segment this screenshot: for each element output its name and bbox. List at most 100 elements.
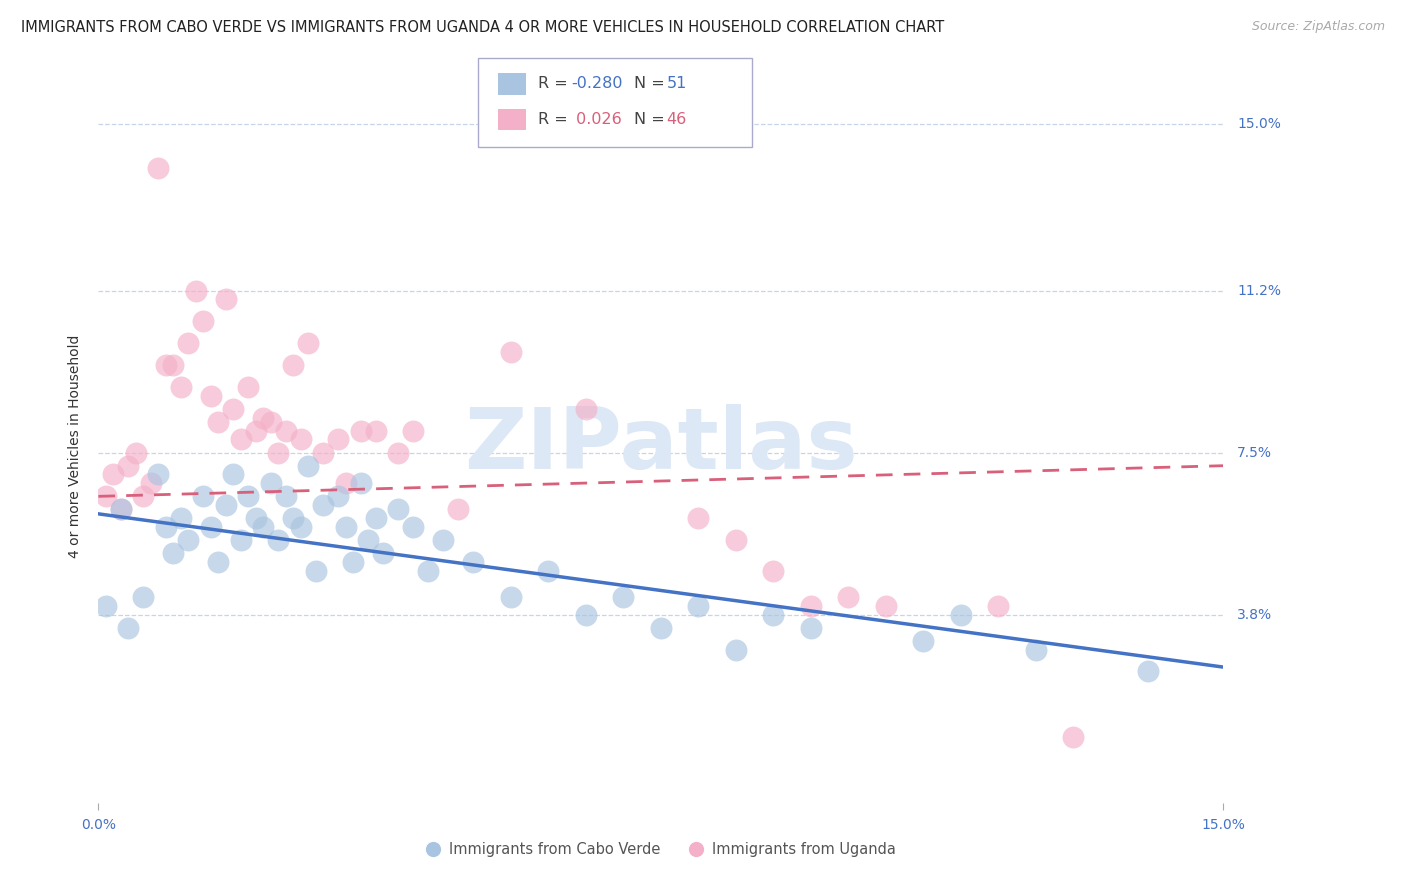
Point — [875, 599, 897, 613]
Point — [260, 476, 283, 491]
Point — [252, 520, 274, 534]
Point — [1137, 665, 1160, 679]
Point — [650, 621, 672, 635]
Text: 11.2%: 11.2% — [1237, 284, 1281, 298]
Point — [837, 590, 859, 604]
Point — [252, 410, 274, 425]
Point — [177, 336, 200, 351]
Point — [110, 502, 132, 516]
Point — [328, 433, 350, 447]
Point — [387, 445, 409, 459]
Point — [132, 489, 155, 503]
Text: N =: N = — [634, 77, 665, 91]
Text: Source: ZipAtlas.com: Source: ZipAtlas.com — [1251, 20, 1385, 33]
Point — [350, 424, 373, 438]
Point — [297, 458, 319, 473]
Point — [312, 498, 335, 512]
Point — [762, 607, 785, 622]
Point — [267, 445, 290, 459]
Point — [575, 607, 598, 622]
Text: 46: 46 — [666, 112, 686, 127]
Point — [184, 284, 207, 298]
Point — [762, 564, 785, 578]
Point — [125, 445, 148, 459]
Point — [222, 401, 245, 416]
Point — [162, 358, 184, 372]
Point — [1025, 642, 1047, 657]
Point — [155, 358, 177, 372]
Point — [387, 502, 409, 516]
Point — [342, 555, 364, 569]
Text: R =: R = — [538, 112, 568, 127]
Point — [117, 458, 139, 473]
Point — [357, 533, 380, 548]
Point — [328, 489, 350, 503]
Point — [229, 433, 252, 447]
Point — [373, 546, 395, 560]
Point — [800, 621, 823, 635]
Text: -0.280: -0.280 — [571, 77, 623, 91]
Point — [215, 293, 238, 307]
Point — [193, 489, 215, 503]
Text: IMMIGRANTS FROM CABO VERDE VS IMMIGRANTS FROM UGANDA 4 OR MORE VEHICLES IN HOUSE: IMMIGRANTS FROM CABO VERDE VS IMMIGRANTS… — [21, 20, 945, 35]
Point — [688, 511, 710, 525]
Point — [245, 511, 267, 525]
Point — [148, 161, 170, 175]
Point — [499, 344, 522, 359]
Point — [350, 476, 373, 491]
Point — [170, 511, 193, 525]
Point — [418, 564, 440, 578]
Point — [170, 380, 193, 394]
Point — [463, 555, 485, 569]
Point — [312, 445, 335, 459]
Text: 7.5%: 7.5% — [1237, 446, 1272, 459]
Point — [987, 599, 1010, 613]
Point — [364, 424, 387, 438]
Point — [148, 467, 170, 482]
Point — [215, 498, 238, 512]
Point — [207, 555, 229, 569]
Point — [283, 358, 305, 372]
Point — [724, 533, 747, 548]
Point — [335, 476, 357, 491]
Point — [94, 489, 117, 503]
Point — [364, 511, 387, 525]
Point — [260, 415, 283, 429]
Point — [537, 564, 560, 578]
Point — [238, 380, 260, 394]
Text: 0.026: 0.026 — [571, 112, 621, 127]
Point — [297, 336, 319, 351]
Text: N =: N = — [634, 112, 665, 127]
Point — [912, 633, 935, 648]
Point — [245, 424, 267, 438]
Point — [274, 424, 297, 438]
Y-axis label: 4 or more Vehicles in Household: 4 or more Vehicles in Household — [69, 334, 83, 558]
Text: 51: 51 — [666, 77, 686, 91]
Point — [267, 533, 290, 548]
Point — [612, 590, 634, 604]
Legend: Immigrants from Cabo Verde, Immigrants from Uganda: Immigrants from Cabo Verde, Immigrants f… — [419, 837, 903, 863]
Point — [200, 389, 222, 403]
Text: R =: R = — [538, 77, 568, 91]
Point — [103, 467, 125, 482]
Point — [949, 607, 972, 622]
Point — [274, 489, 297, 503]
Point — [222, 467, 245, 482]
Point — [800, 599, 823, 613]
Point — [402, 520, 425, 534]
Point — [575, 401, 598, 416]
Point — [193, 314, 215, 328]
Point — [229, 533, 252, 548]
Point — [432, 533, 454, 548]
Point — [139, 476, 162, 491]
Point — [290, 520, 312, 534]
Point — [305, 564, 328, 578]
Text: 15.0%: 15.0% — [1237, 117, 1281, 131]
Point — [177, 533, 200, 548]
Point — [290, 433, 312, 447]
Point — [688, 599, 710, 613]
Point — [1062, 730, 1084, 744]
Point — [200, 520, 222, 534]
Text: 3.8%: 3.8% — [1237, 607, 1272, 622]
Point — [335, 520, 357, 534]
